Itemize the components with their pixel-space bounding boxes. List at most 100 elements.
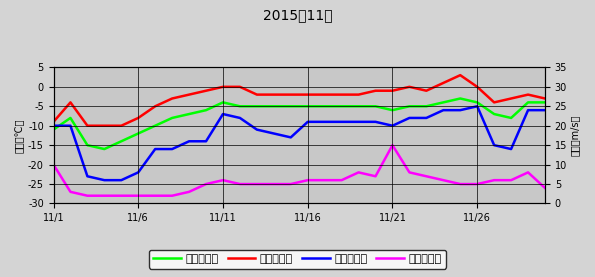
日最高気温 — [202, 89, 209, 93]
日平均気温 — [84, 143, 91, 147]
日最高気温 — [101, 124, 108, 127]
日最低気温 — [389, 124, 396, 127]
日最低気温 — [118, 178, 125, 182]
日平均気温 — [491, 112, 498, 116]
日平均風速 — [84, 194, 91, 198]
日最低気温 — [168, 147, 176, 151]
Y-axis label: 風速（m/s）: 風速（m/s） — [570, 115, 580, 156]
日最低気温 — [236, 116, 243, 120]
日最高気温 — [236, 85, 243, 88]
日平均風速 — [101, 194, 108, 198]
日最低気温 — [50, 124, 57, 127]
日最高気温 — [67, 101, 74, 104]
日平均気温 — [372, 105, 379, 108]
日平均気温 — [338, 105, 345, 108]
日平均風速 — [304, 178, 311, 182]
日平均気温 — [474, 101, 481, 104]
日平均気温 — [202, 109, 209, 112]
日最低気温 — [152, 147, 159, 151]
日平均気温 — [406, 105, 413, 108]
日最高気温 — [406, 85, 413, 88]
日平均風速 — [118, 194, 125, 198]
日平均風速 — [67, 190, 74, 194]
日平均風速 — [524, 171, 531, 174]
日平均風速 — [253, 182, 261, 186]
日平均風速 — [389, 143, 396, 147]
日平均風速 — [508, 178, 515, 182]
日最高気温 — [321, 93, 328, 96]
日平均気温 — [355, 105, 362, 108]
日最高気温 — [287, 93, 295, 96]
日平均気温 — [253, 105, 261, 108]
日最低気温 — [457, 109, 464, 112]
日平均風速 — [474, 182, 481, 186]
日最低気温 — [541, 109, 549, 112]
日平均気温 — [304, 105, 311, 108]
日平均風速 — [270, 182, 277, 186]
Text: 2015年11月: 2015年11月 — [262, 8, 333, 22]
Y-axis label: 気温（℃）: 気温（℃） — [15, 118, 25, 153]
日平均風速 — [202, 182, 209, 186]
日平均気温 — [220, 101, 227, 104]
日平均気温 — [168, 116, 176, 120]
日最高気温 — [168, 97, 176, 100]
日平均風速 — [236, 182, 243, 186]
日最低気温 — [406, 116, 413, 120]
日平均気温 — [67, 116, 74, 120]
日最低気温 — [186, 140, 193, 143]
日最高気温 — [372, 89, 379, 93]
日最低気温 — [84, 175, 91, 178]
日最低気温 — [355, 120, 362, 124]
日平均気温 — [389, 109, 396, 112]
日最高気温 — [457, 73, 464, 77]
日平均気温 — [101, 147, 108, 151]
日最高気温 — [491, 101, 498, 104]
日最低気温 — [321, 120, 328, 124]
日最高気温 — [270, 93, 277, 96]
日最低気温 — [270, 132, 277, 135]
日平均気温 — [134, 132, 142, 135]
日最高気温 — [474, 85, 481, 88]
Line: 日平均気温: 日平均気温 — [54, 99, 545, 149]
日平均気温 — [524, 101, 531, 104]
日最高気温 — [152, 105, 159, 108]
日平均気温 — [118, 140, 125, 143]
Legend: 日平均気温, 日最高気温, 日最低気温, 日平均風速: 日平均気温, 日最高気温, 日最低気温, 日平均風速 — [149, 250, 446, 269]
日最低気温 — [253, 128, 261, 131]
日最高気温 — [84, 124, 91, 127]
日平均風速 — [440, 178, 447, 182]
日最低気温 — [134, 171, 142, 174]
日最高気温 — [134, 116, 142, 120]
日平均気温 — [508, 116, 515, 120]
日最低気温 — [338, 120, 345, 124]
日最低気温 — [304, 120, 311, 124]
日平均気温 — [270, 105, 277, 108]
日平均風速 — [168, 194, 176, 198]
日最低気温 — [202, 140, 209, 143]
日最低気温 — [508, 147, 515, 151]
日最低気温 — [491, 143, 498, 147]
日平均風速 — [491, 178, 498, 182]
日最高気温 — [338, 93, 345, 96]
日最低気温 — [67, 124, 74, 127]
日最高気温 — [253, 93, 261, 96]
日最低気温 — [287, 136, 295, 139]
日平均気温 — [152, 124, 159, 127]
日平均風速 — [152, 194, 159, 198]
日平均気温 — [440, 101, 447, 104]
日平均風速 — [457, 182, 464, 186]
日平均気温 — [423, 105, 430, 108]
日最低気温 — [101, 178, 108, 182]
日最高気温 — [524, 93, 531, 96]
日平均風速 — [220, 178, 227, 182]
日平均気温 — [186, 112, 193, 116]
日平均風速 — [321, 178, 328, 182]
日最高気温 — [541, 97, 549, 100]
日平均風速 — [423, 175, 430, 178]
日平均風速 — [134, 194, 142, 198]
日最高気温 — [389, 89, 396, 93]
日平均気温 — [236, 105, 243, 108]
日最高気温 — [220, 85, 227, 88]
日最高気温 — [355, 93, 362, 96]
日平均気温 — [50, 128, 57, 131]
